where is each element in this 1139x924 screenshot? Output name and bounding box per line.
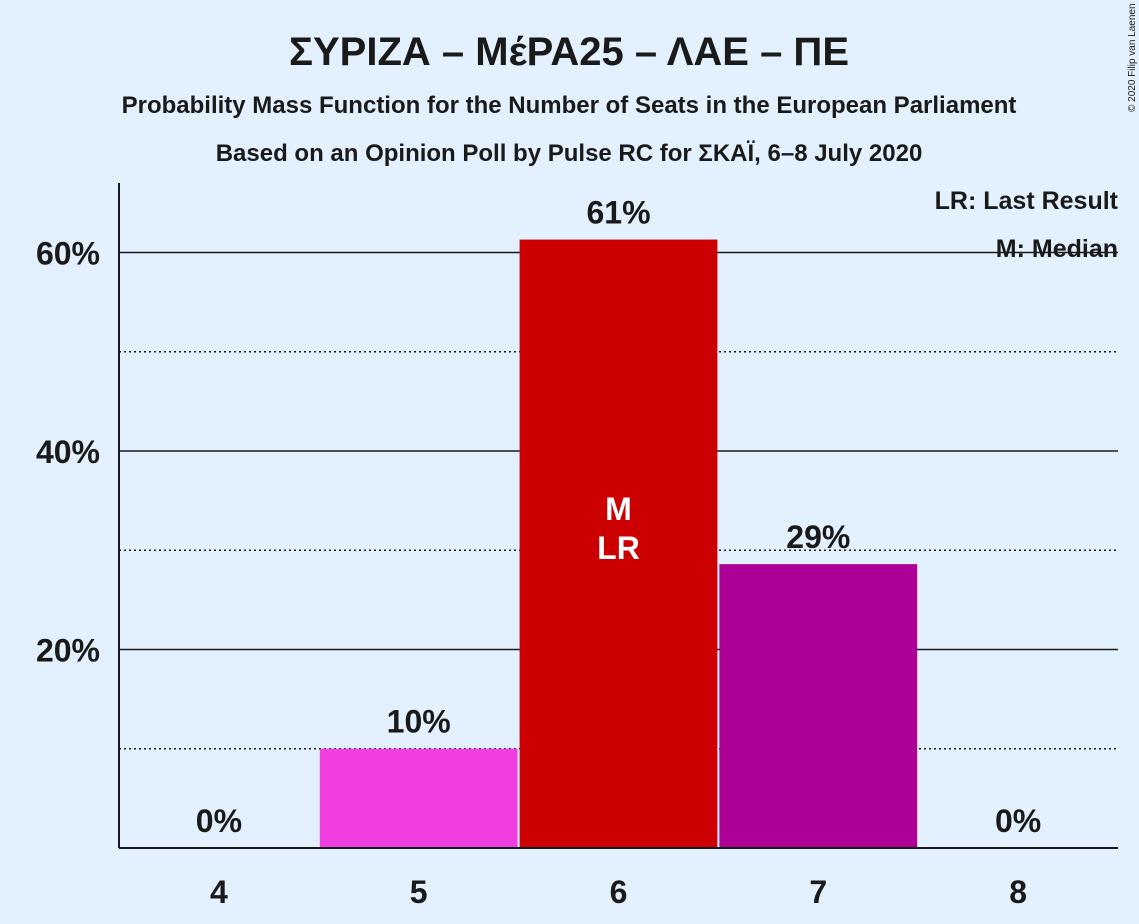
labels-group: 0% 4 10% 5 61% 6 MLR 29% 7 0% 8 20% 40% 60% (36, 195, 1041, 910)
axes-group (118, 183, 1118, 849)
y-tick-label: 40% (36, 434, 100, 470)
legend-median: M: Median (996, 235, 1118, 263)
bar-5 (319, 748, 518, 848)
last-result-marker: LR (597, 530, 640, 566)
copyright-note: © 2020 Filip van Laenen (1127, 3, 1138, 112)
legend-last-result: LR: Last Result (935, 187, 1119, 215)
data-label-7: 29% (786, 519, 850, 555)
data-label-6: 61% (586, 195, 650, 231)
bar-7 (719, 564, 918, 848)
x-tick-label-5: 5 (410, 874, 428, 910)
y-tick-label: 20% (36, 632, 100, 668)
median-marker: M (605, 491, 632, 527)
chart-subtitle-source: Based on an Opinion Poll by Pulse RC for… (216, 140, 923, 167)
x-tick-label-6: 6 (610, 874, 628, 910)
data-label-4: 0% (196, 803, 242, 839)
bar-6 (519, 239, 718, 848)
chart-subtitle: Probability Mass Function for the Number… (122, 92, 1017, 119)
chart-title: ΣΥΡΙΖΑ – ΜέΡΑ25 – ΛΑΕ – ΠΕ (289, 30, 849, 74)
data-label-5: 10% (387, 704, 451, 740)
x-tick-label-8: 8 (1009, 874, 1027, 910)
bars-group (319, 239, 918, 848)
y-tick-label: 60% (36, 235, 100, 271)
x-tick-label-7: 7 (809, 874, 827, 910)
data-label-8: 0% (995, 803, 1041, 839)
x-tick-label-4: 4 (210, 874, 228, 910)
